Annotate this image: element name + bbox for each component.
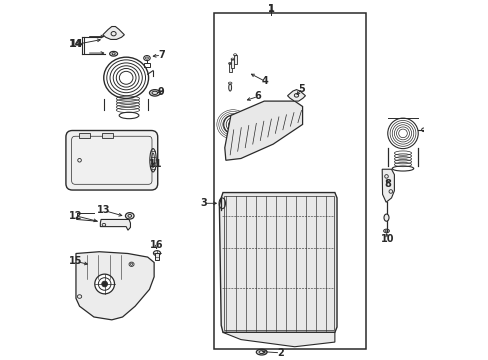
Bar (214, 13, 366, 348)
Ellipse shape (149, 90, 160, 96)
FancyBboxPatch shape (66, 131, 158, 190)
Bar (79, 133, 89, 138)
Text: 1: 1 (267, 4, 274, 14)
Polygon shape (223, 332, 334, 347)
Ellipse shape (256, 349, 266, 355)
Polygon shape (102, 27, 124, 40)
Text: 12: 12 (69, 211, 82, 221)
Polygon shape (100, 220, 130, 230)
Text: 5: 5 (298, 84, 305, 94)
Polygon shape (287, 90, 305, 101)
Bar (102, 133, 113, 138)
Text: 16: 16 (150, 240, 163, 250)
Bar (228, 63, 231, 72)
Bar (233, 55, 237, 64)
Text: 14: 14 (70, 40, 83, 49)
Text: 14: 14 (69, 40, 82, 49)
Text: 13: 13 (97, 206, 110, 216)
Text: 3: 3 (200, 198, 206, 208)
Ellipse shape (153, 251, 160, 256)
Ellipse shape (383, 214, 388, 221)
Text: 15: 15 (69, 256, 82, 266)
Polygon shape (219, 193, 336, 332)
Text: 7: 7 (158, 50, 164, 60)
Text: 10: 10 (381, 234, 394, 244)
Bar (144, 63, 149, 67)
Ellipse shape (95, 274, 114, 294)
Text: 6: 6 (254, 91, 261, 102)
Circle shape (102, 281, 107, 287)
Text: 9: 9 (158, 87, 164, 97)
Text: 1: 1 (267, 4, 274, 14)
Bar (155, 253, 159, 260)
Bar (231, 59, 234, 68)
Polygon shape (224, 101, 302, 160)
Text: 11: 11 (148, 159, 162, 169)
Ellipse shape (228, 84, 231, 91)
Text: 4: 4 (262, 76, 268, 86)
Bar (223, 197, 333, 330)
Polygon shape (382, 169, 394, 202)
Polygon shape (76, 252, 154, 320)
Ellipse shape (125, 213, 134, 219)
Text: 2: 2 (276, 348, 283, 358)
Text: 8: 8 (384, 179, 390, 189)
